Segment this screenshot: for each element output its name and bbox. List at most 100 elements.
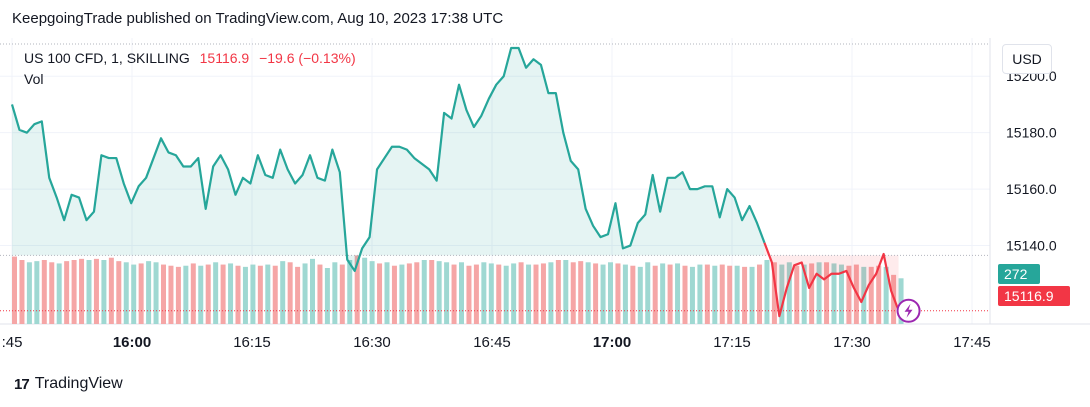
x-tick-label: 17:45 — [953, 334, 991, 351]
volume-bar — [362, 257, 368, 324]
volume-bar — [518, 262, 524, 324]
volume-bar — [79, 258, 85, 324]
volume-bar — [742, 266, 748, 324]
volume-bar — [302, 263, 308, 324]
x-tick-label: 17:30 — [833, 334, 871, 351]
currency-button[interactable]: USD — [1002, 44, 1052, 74]
volume-bar — [161, 264, 166, 324]
volume-bar — [838, 264, 844, 324]
volume-bar — [898, 278, 904, 324]
x-tick-label: 16:45 — [473, 334, 511, 351]
volume-bar — [488, 263, 494, 324]
volume-bar — [12, 256, 17, 324]
volume-bar — [600, 264, 606, 324]
volume-bar — [675, 263, 681, 324]
volume-bar — [93, 258, 99, 324]
volume-bar — [704, 264, 710, 324]
y-tick-label: 15140.0 — [1006, 238, 1057, 254]
volume-bar — [749, 266, 755, 324]
volume-bar — [391, 265, 397, 324]
volume-bar — [511, 263, 517, 324]
tradingview-logo-icon: 17 — [14, 375, 30, 393]
volume-bar — [444, 262, 450, 324]
volume-bar — [317, 264, 323, 324]
volume-bar — [593, 263, 599, 324]
volume-bar — [354, 255, 360, 324]
volume-bar — [615, 263, 621, 324]
last-price-value: 15116.9 — [199, 50, 250, 66]
volume-bar — [824, 262, 830, 324]
volume-bar — [183, 265, 189, 324]
volume-bar — [213, 262, 219, 324]
x-tick-label: 16:15 — [233, 334, 271, 351]
volume-bar — [310, 258, 315, 324]
volume-bar — [49, 262, 55, 324]
brand-name: TradingView — [34, 375, 123, 392]
volume-bar — [347, 260, 353, 324]
volume-bar — [459, 262, 464, 324]
volume-bar — [429, 260, 435, 324]
symbol-label[interactable]: US 100 CFD, 1, SKILLING — [24, 50, 190, 66]
volume-bar — [101, 260, 107, 324]
volume-bar — [831, 263, 837, 324]
volume-bar — [414, 262, 420, 324]
price-series-line — [10, 46, 766, 273]
volume-bar — [175, 266, 181, 324]
volume-bar — [652, 265, 658, 324]
x-tick-label: 16:30 — [353, 334, 391, 351]
x-tick-label: 17:15 — [713, 334, 751, 351]
volume-bar — [570, 262, 576, 324]
tradingview-brand[interactable]: 17 TradingView — [14, 375, 123, 393]
volume-bar — [585, 262, 591, 324]
volume-bar — [19, 260, 25, 324]
volume-bar — [526, 264, 532, 324]
volume-bar — [846, 265, 852, 324]
volume-bar — [622, 264, 628, 324]
volume-bar — [138, 263, 144, 324]
volume-bar — [153, 262, 159, 324]
chart-area[interactable]: 15140.0 15160.0 15180.0 15200.0:45 16:00 16:1… — [0, 38, 1090, 358]
last-price-tag: 15116.9 — [998, 286, 1070, 306]
volume-bar — [436, 261, 442, 324]
volume-bar — [816, 262, 822, 324]
volume-bar — [809, 263, 815, 324]
volume-bar — [786, 262, 792, 324]
area-fill-up — [12, 48, 765, 271]
publisher-header: KeepgoingTrade published on TradingView.… — [12, 10, 504, 27]
volume-bar — [757, 264, 762, 324]
volume-bar — [190, 263, 196, 324]
volume-bar — [265, 264, 271, 324]
volume-bar — [734, 265, 740, 324]
volume-bar — [205, 264, 211, 324]
x-tick-label: :45 — [2, 334, 23, 351]
volume-bar — [406, 263, 412, 324]
volume-bar — [473, 264, 479, 324]
volume-bar — [697, 264, 703, 324]
volume-bar — [727, 265, 733, 324]
volume-bar — [481, 262, 487, 324]
chart-legend: US 100 CFD, 1, SKILLING 15116.9 −19.6 (−… — [24, 48, 356, 90]
volume-bar — [26, 262, 32, 324]
volume-bar — [116, 261, 122, 324]
volume-bar — [682, 265, 688, 324]
volume-bar — [86, 260, 92, 324]
volume-bar — [451, 264, 457, 324]
volume-bar — [131, 264, 137, 324]
volume-bar — [399, 264, 405, 324]
volume-bar — [533, 264, 539, 324]
volume-indicator-label[interactable]: Vol — [24, 71, 44, 87]
price-change-value: −19.6 (−0.13%) — [259, 50, 356, 66]
volume-bar — [324, 268, 330, 324]
x-tick-label: 17:00 — [593, 334, 631, 351]
volume-bar — [771, 262, 777, 324]
volume-bar — [555, 260, 561, 324]
volume-bar — [540, 263, 546, 324]
volume-bar — [220, 264, 226, 324]
volume-bar — [384, 262, 390, 324]
volume-bar — [235, 265, 241, 324]
volume-bar — [228, 263, 234, 324]
area-fill-down — [764, 242, 899, 317]
volume-bar — [868, 266, 874, 324]
volume-bar — [123, 262, 129, 324]
